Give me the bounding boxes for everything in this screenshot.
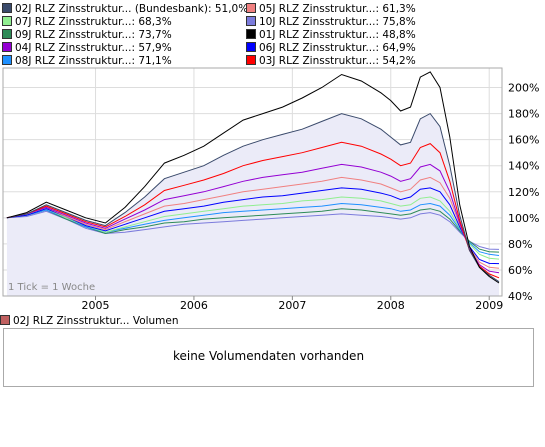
legend-swatch	[2, 16, 12, 26]
legend-item: 01J RLZ Zinsstruktur...: 48,8%	[246, 28, 416, 41]
tick-note: 1 Tick = 1 Woche	[8, 282, 95, 293]
series-line	[6, 112, 500, 283]
area-fill	[6, 113, 500, 296]
legend-label: 01J RLZ Zinsstruktur...: 48,8%	[259, 29, 416, 41]
legend-swatch	[246, 16, 256, 26]
x-tick-label: 2008	[377, 299, 405, 312]
legend-label: 07J RLZ Zinsstruktur...: 68,3%	[15, 16, 172, 28]
y-axis: 40% 60% 80% 100% 120% 140% 160% 180% 200%	[508, 82, 539, 303]
legend-label: 06J RLZ Zinsstruktur...: 64,9%	[259, 42, 416, 54]
legend-label: 09J RLZ Zinsstruktur...: 73,7%	[15, 29, 172, 41]
legend-item: 04J RLZ Zinsstruktur...: 57,9%	[2, 41, 172, 54]
y-tick-label: 60%	[508, 264, 532, 277]
legend-swatch	[246, 29, 256, 39]
plot-border	[2, 67, 503, 297]
legend-label: 05J RLZ Zinsstruktur...: 61,3%	[259, 3, 416, 15]
volume-swatch	[0, 315, 10, 325]
series-line	[6, 163, 500, 274]
x-axis: 2005 2006 2007 2008 2009	[82, 296, 503, 312]
series-line	[6, 141, 500, 279]
legend-swatch	[246, 3, 256, 13]
y-tick-label: 40%	[508, 290, 532, 303]
legend-label: 04J RLZ Zinsstruktur...: 57,9%	[15, 42, 172, 54]
legend: 02J RLZ Zinsstruktur... (Bundesbank): 51…	[0, 0, 545, 68]
legend-swatch	[2, 55, 12, 65]
legend-label: 08J RLZ Zinsstruktur...: 71,1%	[15, 55, 172, 67]
legend-item: 02J RLZ Zinsstruktur... (Bundesbank): 51…	[2, 2, 248, 15]
y-tick-label: 160%	[508, 134, 539, 147]
legend-item: 09J RLZ Zinsstruktur...: 73,7%	[2, 28, 172, 41]
series-line	[6, 187, 500, 265]
y-tick-label: 80%	[508, 238, 532, 251]
legend-label: 02J RLZ Zinsstruktur... (Bundesbank): 51…	[15, 3, 249, 15]
series-lines	[6, 71, 500, 284]
x-tick-label: 2009	[475, 299, 503, 312]
y-tick-label: 120%	[508, 186, 539, 199]
series-line	[6, 208, 500, 253]
volume-panel: keine Volumendaten vorhanden	[3, 328, 534, 387]
legend-swatch	[246, 42, 256, 52]
legend-swatch	[2, 42, 12, 52]
y-tick-label: 100%	[508, 212, 539, 225]
legend-label: 03J RLZ Zinsstruktur...: 54,2%	[259, 55, 416, 67]
volume-legend-label: 02J RLZ Zinsstruktur... Volumen	[13, 315, 179, 327]
volume-legend: 02J RLZ Zinsstruktur... Volumen	[0, 314, 179, 327]
series-line	[6, 176, 500, 269]
plot-area: 1 Tick = 1 Woche	[2, 67, 503, 297]
legend-label: 10J RLZ Zinsstruktur...: 75,8%	[259, 16, 416, 28]
price-chart: 1 Tick = 1 Woche 40% 60% 80% 100% 120% 140% 16…	[2, 67, 539, 312]
legend-item: 03J RLZ Zinsstruktur...: 54,2%	[246, 54, 416, 67]
volume-message: keine Volumendaten vorhanden	[172, 349, 365, 363]
series-line	[6, 196, 500, 260]
legend-item: 07J RLZ Zinsstruktur...: 68,3%	[2, 15, 172, 28]
legend-item: 05J RLZ Zinsstruktur...: 61,3%	[246, 2, 416, 15]
x-tick-label: 2005	[82, 299, 110, 312]
legend-swatch	[246, 55, 256, 65]
x-tick-label: 2007	[278, 299, 306, 312]
legend-item: 08J RLZ Zinsstruktur...: 71,1%	[2, 54, 172, 67]
y-tick-label: 180%	[508, 108, 539, 121]
series-line	[6, 71, 500, 284]
x-tick-label: 2006	[180, 299, 208, 312]
y-tick-label: 140%	[508, 160, 539, 173]
legend-swatch	[2, 29, 12, 39]
legend-item: 10J RLZ Zinsstruktur...: 75,8%	[246, 15, 416, 28]
legend-swatch	[2, 3, 12, 13]
legend-item: 06J RLZ Zinsstruktur...: 64,9%	[246, 41, 416, 54]
y-tick-label: 200%	[508, 82, 539, 95]
